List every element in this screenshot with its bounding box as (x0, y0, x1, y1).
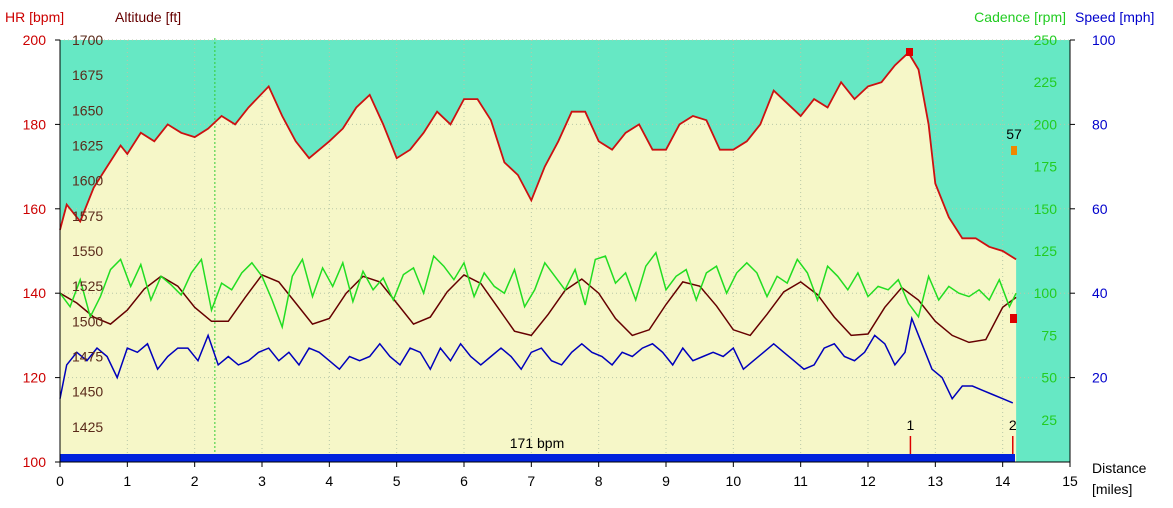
cadence-tick-label: 175 (1034, 159, 1058, 175)
peak-value-label: 57 (1006, 126, 1022, 142)
distance-tick-label: 12 (860, 473, 876, 489)
altitude-tick-label: 1625 (72, 138, 103, 154)
end-hr-marker (1010, 314, 1017, 323)
hr-tick-label: 180 (23, 116, 47, 132)
lap-marker-label: 1 (907, 417, 915, 433)
lap-marker-label: 2 (1009, 417, 1017, 433)
speed-line (59, 315, 1014, 404)
altitude-tick-label: 1525 (72, 278, 103, 294)
heart-rate-line (59, 51, 1017, 261)
cadence-tick-label: 125 (1034, 243, 1058, 259)
distance-tick-label: 13 (928, 473, 944, 489)
avg-hr-bar (60, 454, 1015, 462)
altitude-tick-label: 1700 (72, 32, 103, 48)
distance-tick-label: 14 (995, 473, 1011, 489)
cadence-tick-label: 150 (1034, 201, 1058, 217)
speed-tick-label: 100 (1092, 32, 1116, 48)
distance-axis-title: Distance (1092, 460, 1147, 476)
altitude-axis-title: Altitude [ft] (115, 9, 181, 25)
altitude-tick-label: 1475 (72, 349, 103, 365)
distance-tick-label: 9 (662, 473, 670, 489)
cadence-tick-label: 75 (1041, 327, 1057, 343)
distance-tick-label: 15 (1062, 473, 1078, 489)
cadence-line (59, 251, 1017, 330)
altitude-tick-label: 1600 (72, 173, 103, 189)
peak-hr-marker (906, 48, 913, 56)
distance-tick-label: 2 (191, 473, 199, 489)
distance-tick-label: 3 (258, 473, 266, 489)
distance-tick-label: 5 (393, 473, 401, 489)
peak-value-marker (1011, 146, 1017, 155)
cadence-tick-label: 25 (1041, 412, 1057, 428)
altitude-fill-area (60, 52, 1017, 462)
speed-tick-label: 20 (1092, 370, 1108, 386)
cadence-tick-label: 100 (1034, 285, 1058, 301)
speed-tick-label: 60 (1092, 201, 1108, 217)
speed-tick-label: 80 (1092, 116, 1108, 132)
altitude-tick-label: 1575 (72, 208, 103, 224)
altitude-tick-label: 1500 (72, 313, 103, 329)
distance-tick-label: 1 (123, 473, 131, 489)
distance-tick-label: 8 (595, 473, 603, 489)
hr-axis-title: HR [bpm] (5, 9, 64, 25)
axes: 1001201401601802001425145014751500152515… (23, 32, 1116, 489)
distance-tick-label: 4 (325, 473, 333, 489)
hr-tick-label: 140 (23, 285, 47, 301)
altitude-tick-label: 1550 (72, 243, 103, 259)
speed-tick-label: 40 (1092, 285, 1108, 301)
altitude-tick-label: 1450 (72, 384, 103, 400)
avg-hr-label: 171 bpm (510, 435, 564, 451)
speed-axis-title: Speed [mph] (1075, 9, 1154, 25)
hr-tick-label: 120 (23, 370, 47, 386)
distance-axis-unit: [miles] (1092, 481, 1132, 497)
altitude-tick-label: 1675 (72, 67, 103, 83)
distance-tick-label: 10 (726, 473, 742, 489)
altitude-tick-label: 1425 (72, 419, 103, 435)
altitude-line (59, 273, 1017, 344)
distance-tick-label: 7 (527, 473, 535, 489)
distance-tick-label: 11 (793, 473, 808, 489)
distance-tick-label: 0 (56, 473, 64, 489)
hr-tick-label: 100 (23, 454, 47, 470)
hr-tick-label: 160 (23, 201, 47, 217)
hr-tick-label: 200 (23, 32, 47, 48)
cadence-tick-label: 50 (1041, 370, 1057, 386)
distance-tick-label: 6 (460, 473, 468, 489)
altitude-tick-label: 1650 (72, 102, 103, 118)
cadence-axis-title: Cadence [rpm] (974, 9, 1066, 25)
cadence-tick-label: 225 (1034, 74, 1058, 90)
cadence-tick-label: 250 (1034, 32, 1058, 48)
cadence-tick-label: 200 (1034, 116, 1058, 132)
